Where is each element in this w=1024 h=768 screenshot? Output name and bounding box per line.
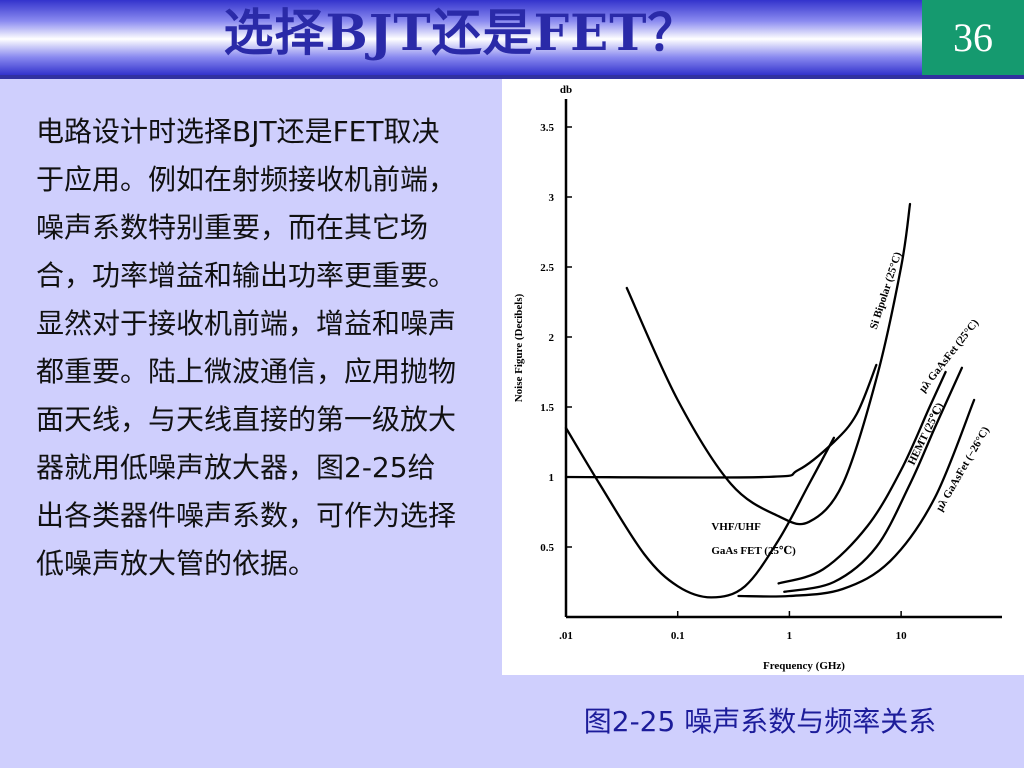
figure-panel [502,79,1024,675]
y-tick-label: 3.5 [540,122,554,134]
noise-figure-chart: db 0.5 1 1.5 2 2.5 3 3.5 .01 0.1 1 10 Frequency (GHz… [513,84,1002,672]
y-tick-label: 1.5 [540,402,554,414]
figure-caption: 图2-25 噪声系数与频率关系 [583,705,937,738]
series-curve-5 [783,366,964,593]
curve-annotation: GaAs FET (25℃) [711,545,796,557]
x-tick-label: 10 [896,630,908,642]
series-curve-2 [625,202,912,526]
x-axis-title: Frequency (GHz) [763,660,845,672]
page-number: 36 [922,0,1024,75]
y-tick-label: 3 [549,192,555,204]
y-tick-label: 2.5 [540,262,554,274]
title-bar [0,0,922,75]
x-tick-label: 0.1 [671,630,685,642]
series-curve-4 [777,370,947,585]
curve-annotation: Si Bipolar (25°C) [868,250,904,331]
curve-annotation: μλ GaAsFet (−26°C) [934,424,992,513]
series-curve-6 [737,398,976,598]
x-tick-label: .01 [559,630,573,642]
series-curve-3 [564,363,878,479]
x-tick-label: 1 [787,630,793,642]
curve-annotation: VHF/UHF [711,521,761,533]
y-tick-label: 1 [549,472,555,484]
body-paragraph: 电路设计时选择BJT还是FET取决于应用。例如在射频接收机前端，噪声系数特别重要… [36,115,457,580]
series-curve-1 [564,426,836,599]
slide-title: 选择BJT还是FET？ [223,3,699,62]
y-tick-label: 0.5 [540,542,554,554]
curve-annotation: HEMT (25℃) [906,401,947,467]
y-axis-title: Noise Figure (Decibels) [513,293,525,402]
y-tick-label: 2 [549,332,555,344]
title-divider [0,75,1024,79]
curve-annotation: μλ GaAsFet (25°C) [917,317,982,395]
y-unit-label: db [560,84,572,96]
